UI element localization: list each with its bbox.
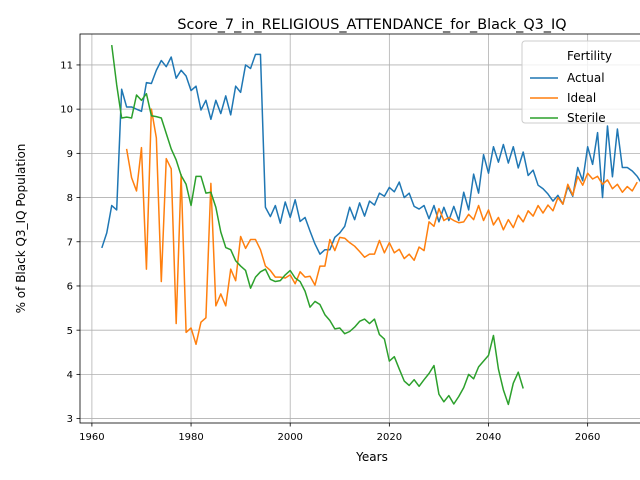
- y-tick-label: 5: [67, 326, 73, 337]
- x-tick-label: 1960: [79, 432, 104, 443]
- legend-label-ideal: Ideal: [567, 91, 596, 105]
- legend-label-sterile: Sterile: [567, 111, 606, 125]
- x-tick-label: 1980: [178, 432, 203, 443]
- legend-box: [521, 40, 640, 124]
- series-line-ideal: [125, 108, 638, 346]
- x-tick-label: 2020: [377, 432, 402, 443]
- y-tick-label: 8: [67, 193, 73, 204]
- x-axis-label: Years: [355, 450, 388, 464]
- y-tick-label: 3: [67, 414, 73, 425]
- y-axis-ticks: 3 4 5 6 7 8 9 10 11: [60, 61, 80, 425]
- x-tick-label: 2060: [575, 432, 600, 443]
- series-line-sterile: [110, 44, 524, 406]
- y-tick-label: 4: [67, 370, 73, 381]
- y-tick-label: 9: [67, 149, 73, 160]
- grid-lines: [80, 34, 640, 423]
- legend: Fertility Actual Ideal Sterile: [521, 40, 640, 125]
- legend-title: Fertility: [567, 49, 612, 63]
- chart-title: Score_7_in_RELIGIOUS_ATTENDANCE_for_Blac…: [177, 17, 566, 33]
- legend-label-actual: Actual: [567, 71, 605, 85]
- plot-frame: [79, 33, 640, 424]
- y-tick-label: 7: [67, 237, 73, 248]
- y-tick-label: 11: [60, 61, 73, 72]
- series-line-actual: [101, 53, 640, 255]
- y-tick-label: 6: [67, 282, 73, 293]
- x-tick-label: 2000: [277, 432, 302, 443]
- series-lines: [101, 44, 640, 406]
- y-axis-label: % of Black Q3_IQ Population: [14, 144, 28, 314]
- x-tick-label: 2040: [476, 432, 501, 443]
- y-tick-label: 10: [60, 105, 73, 116]
- x-axis-ticks: 1960 1980 2000 2020 2040 2060: [79, 423, 600, 443]
